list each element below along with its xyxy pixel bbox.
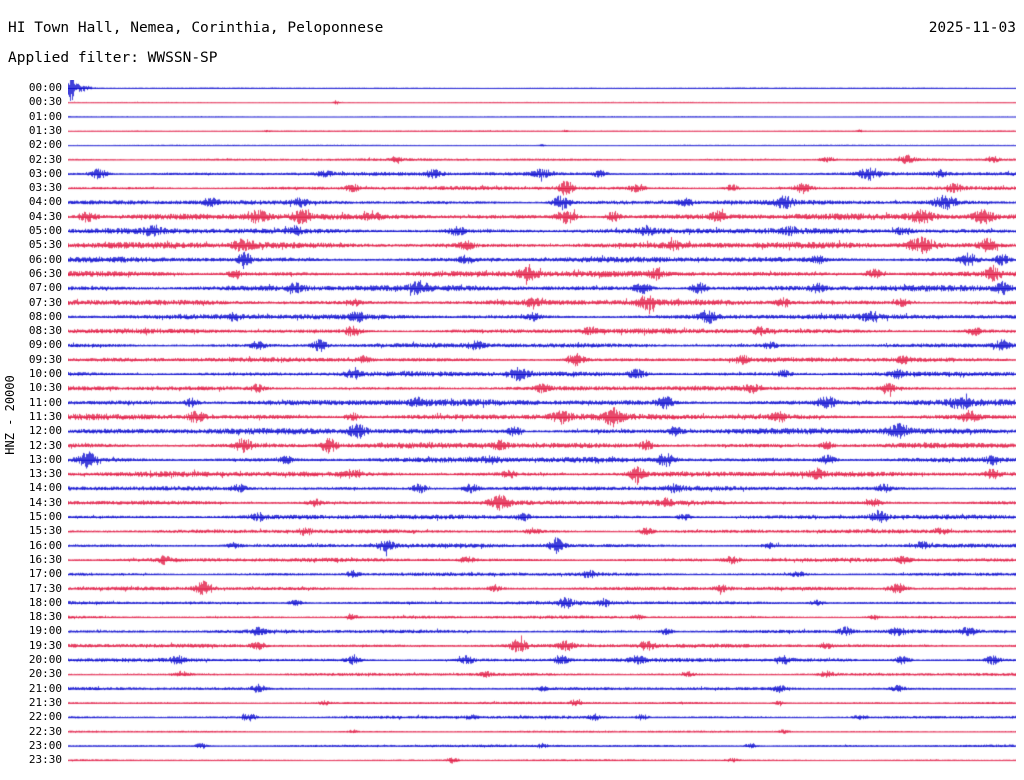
row-time-label: 01:30 <box>28 123 62 137</box>
row-time-label: 19:00 <box>28 624 62 638</box>
row-time-label: 16:30 <box>28 552 62 566</box>
row-time-label: 04:00 <box>28 195 62 209</box>
row-time-label: 16:00 <box>28 538 62 552</box>
row-time-label: 21:00 <box>28 681 62 695</box>
row-time-label: 03:30 <box>28 181 62 195</box>
row-time-label: 08:30 <box>28 324 62 338</box>
row-time-label: 02:00 <box>28 138 62 152</box>
row-time-label: 23:30 <box>28 753 62 767</box>
row-time-label: 04:30 <box>28 209 62 223</box>
row-time-label: 09:30 <box>28 352 62 366</box>
row-time-label: 05:30 <box>28 238 62 252</box>
row-time-label: 07:00 <box>28 281 62 295</box>
row-time-label: 19:30 <box>28 638 62 652</box>
row-time-label: 10:00 <box>28 367 62 380</box>
row-time-label: 17:00 <box>28 567 62 581</box>
row-time-label: 22:30 <box>28 724 62 738</box>
row-time-label: 18:00 <box>28 595 62 609</box>
row-time-label: 00:00 <box>28 81 62 94</box>
row-time-label: 10:30 <box>28 381 62 395</box>
row-time-label: 14:00 <box>28 481 62 495</box>
row-time-label: 05:00 <box>28 224 62 237</box>
record-date: 2025-11-03 <box>928 20 1016 36</box>
row-time-label: 15:00 <box>28 510 62 523</box>
time-labels: 00:00 00:30 01:00 01:30 02:00 02:30 03:00 03:30… <box>0 0 64 780</box>
row-time-label: 20:30 <box>28 667 62 681</box>
row-time-label: 13:30 <box>28 467 62 481</box>
row-time-label: 14:30 <box>28 495 62 509</box>
row-time-label: 17:30 <box>28 581 62 595</box>
filter-label: Applied filter: WWSSN-SP <box>8 50 218 66</box>
row-time-label: 06:30 <box>28 266 62 280</box>
row-time-label: 20:00 <box>28 653 62 666</box>
row-time-label: 12:30 <box>28 438 62 452</box>
row-time-label: 11:00 <box>28 395 62 409</box>
row-time-label: 23:00 <box>28 738 62 752</box>
row-time-label: 08:00 <box>28 309 62 323</box>
row-time-label: 06:00 <box>28 252 62 266</box>
row-time-label: 02:30 <box>28 152 62 166</box>
row-time-label: 09:00 <box>28 338 62 352</box>
row-time-label: 07:30 <box>28 295 62 309</box>
row-time-label: 22:00 <box>28 710 62 724</box>
row-time-label: 12:00 <box>28 424 62 438</box>
seismogram-canvas <box>68 80 1016 776</box>
row-time-label: 18:30 <box>28 610 62 624</box>
row-time-label: 21:30 <box>28 695 62 709</box>
row-time-label: 11:30 <box>28 409 62 423</box>
row-time-label: 00:30 <box>28 95 62 109</box>
row-time-label: 13:00 <box>28 452 62 466</box>
station-title: HI Town Hall, Nemea, Corinthia, Peloponn… <box>8 20 384 36</box>
row-time-label: 03:00 <box>28 166 62 180</box>
row-time-label: 15:30 <box>28 524 62 538</box>
row-time-label: 01:00 <box>28 109 62 123</box>
